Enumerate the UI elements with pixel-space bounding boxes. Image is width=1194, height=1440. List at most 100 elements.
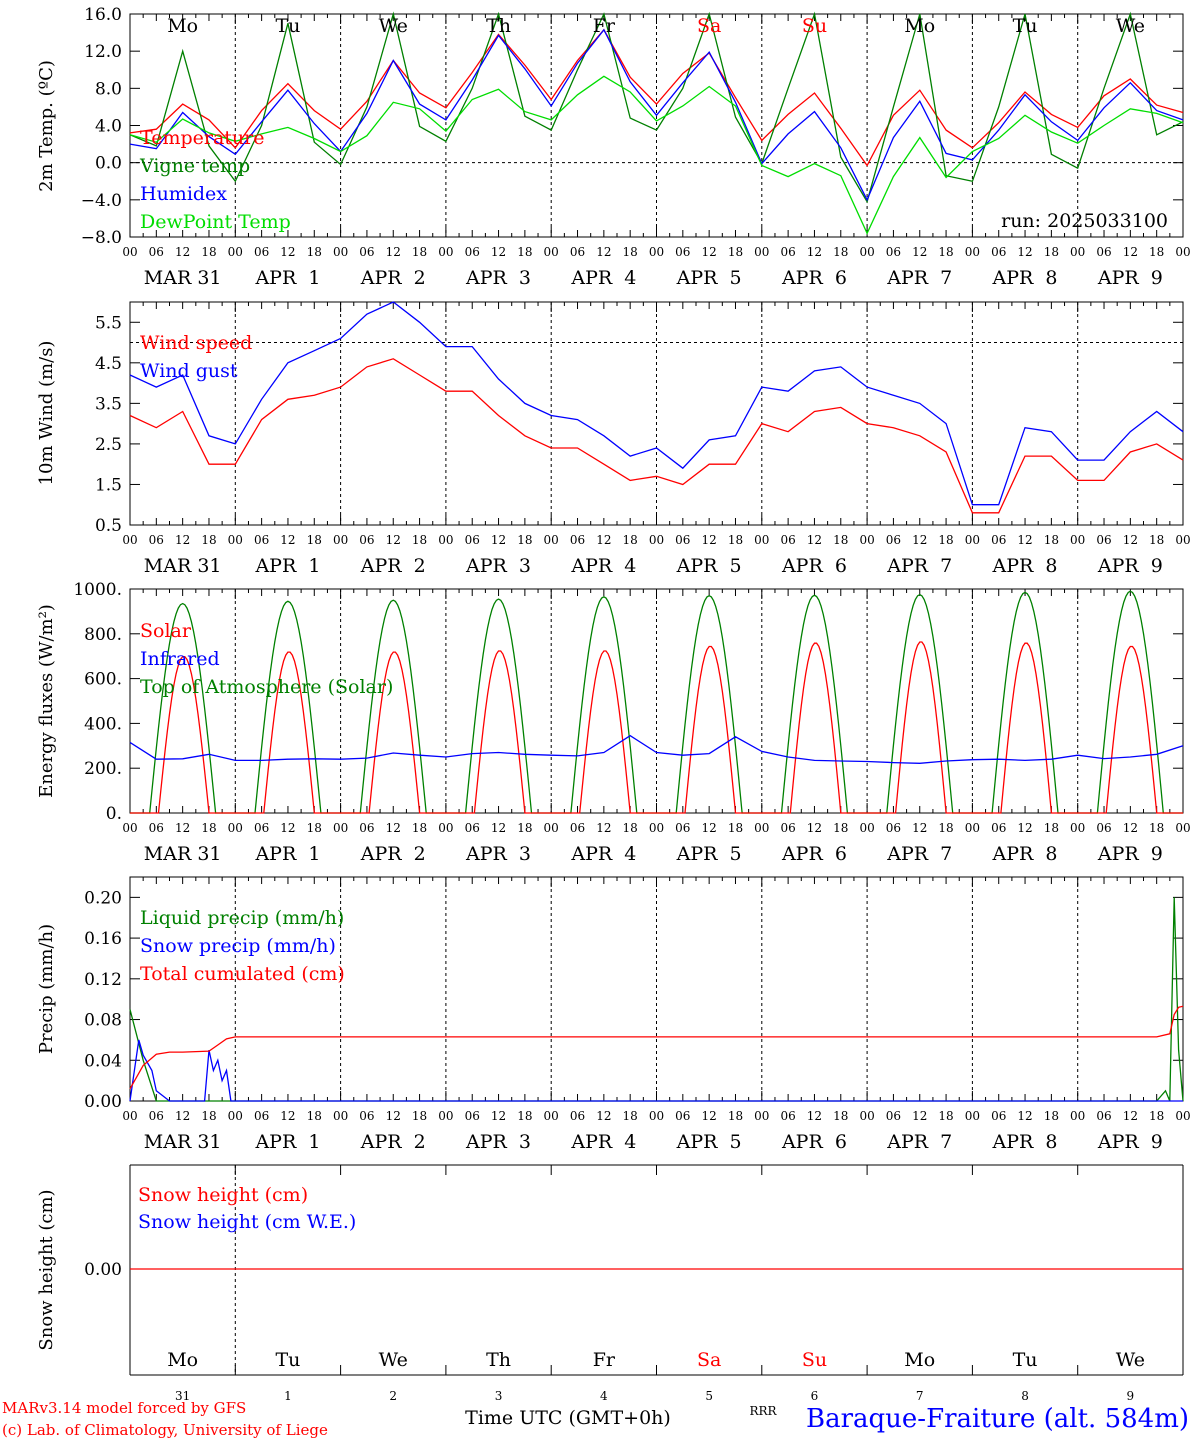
y-tick-label: 1000. <box>73 580 122 600</box>
hour-tick-label: 12 <box>912 533 927 547</box>
hour-tick-label: 12 <box>912 821 927 835</box>
y-tick-label: −8.0 <box>81 228 122 248</box>
hour-tick-label: 06 <box>149 533 164 547</box>
day-number: 9 <box>1127 1389 1135 1403</box>
hour-tick-label: 00 <box>965 533 980 547</box>
hour-tick-label: 18 <box>412 1109 427 1123</box>
hour-tick-label: 00 <box>859 245 874 259</box>
hour-tick-label: 12 <box>491 1109 506 1123</box>
date-label: APR 6 <box>781 843 847 865</box>
legend-entry: Snow height (cm) <box>138 1184 308 1206</box>
hour-tick-label: 00 <box>438 821 453 835</box>
hour-tick-label: 12 <box>175 245 190 259</box>
hour-tick-label: 00 <box>544 533 559 547</box>
hour-tick-label: 00 <box>333 1109 348 1123</box>
hour-tick-label: 18 <box>623 821 638 835</box>
date-label: APR 2 <box>360 1131 426 1153</box>
hour-tick-label: 06 <box>465 533 480 547</box>
hour-tick-label: 12 <box>386 1109 401 1123</box>
day-label: Sa <box>697 1349 721 1371</box>
day-label: Th <box>486 1349 511 1371</box>
hour-tick-label: 06 <box>465 821 480 835</box>
day-label: We <box>1116 15 1145 37</box>
day-label: Fr <box>593 1349 616 1371</box>
y-tick-label: −4.0 <box>81 191 122 211</box>
y-axis-label: 10m Wind (m/s) <box>36 341 57 486</box>
date-label: APR 7 <box>886 555 952 577</box>
y-tick-label: 0.08 <box>84 1011 122 1031</box>
date-label: APR 9 <box>1097 843 1163 865</box>
hour-tick-label: 06 <box>254 533 269 547</box>
hour-tick-label: 00 <box>965 245 980 259</box>
y-tick-label: 0.5 <box>95 516 122 536</box>
day-number: 4 <box>600 1389 608 1403</box>
hour-tick-label: 18 <box>517 1109 532 1123</box>
hour-tick-label: 00 <box>333 821 348 835</box>
hour-tick-label: 18 <box>307 245 322 259</box>
hour-tick-label: 18 <box>1044 533 1059 547</box>
hour-tick-label: 06 <box>254 1109 269 1123</box>
hour-tick-label: 12 <box>386 245 401 259</box>
hour-tick-label: 00 <box>122 821 137 835</box>
hour-tick-label: 06 <box>886 533 901 547</box>
date-label: APR 9 <box>1097 1131 1163 1153</box>
day-label: We <box>379 15 408 37</box>
hour-tick-label: 06 <box>254 821 269 835</box>
hour-tick-label: 06 <box>991 1109 1006 1123</box>
date-label: APR 5 <box>676 555 742 577</box>
legend-entry: Total cumulated (cm) <box>140 963 345 985</box>
hour-tick-label: 18 <box>1044 821 1059 835</box>
hour-tick-label: 18 <box>833 821 848 835</box>
series-line <box>129 734 1184 764</box>
date-label: APR 9 <box>1097 267 1163 289</box>
panel-5: 0.00 Snow height (cm) Snow height (cm) Snow… <box>36 1164 1184 1403</box>
date-label: APR 8 <box>992 1131 1058 1153</box>
legend-entry: Humidex <box>140 183 227 205</box>
hour-tick-label: 00 <box>1175 245 1190 259</box>
hour-tick-label: 06 <box>254 245 269 259</box>
hour-tick-label: 00 <box>122 1109 137 1123</box>
hour-tick-label: 00 <box>754 1109 769 1123</box>
hour-tick-label: 18 <box>833 533 848 547</box>
hour-tick-label: 06 <box>570 533 585 547</box>
y-tick-label: 1.5 <box>95 475 122 495</box>
day-label: Mo <box>167 15 198 37</box>
y-tick-label: 600. <box>84 670 122 690</box>
hour-tick-label: 00 <box>228 245 243 259</box>
hour-tick-label: 00 <box>228 821 243 835</box>
hour-tick-label: 18 <box>517 245 532 259</box>
hour-tick-label: 12 <box>280 245 295 259</box>
model-credit: MARv3.14 model forced by GFS <box>2 1399 246 1417</box>
hour-tick-label: 00 <box>438 533 453 547</box>
hour-tick-label: 18 <box>1149 533 1164 547</box>
day-label: Mo <box>167 1349 198 1371</box>
y-axis-label: 2m Temp. (ºC) <box>36 60 57 192</box>
date-label: MAR 31 <box>144 1131 222 1153</box>
day-number: 5 <box>705 1389 713 1403</box>
y-tick-label: 8.0 <box>95 79 122 99</box>
hour-tick-label: 06 <box>675 245 690 259</box>
panel-1: 16.0 12.0 8.0 4.0 0.0 −4.0 −8.0 2m Temp. (ºC) Mo… <box>36 5 1191 289</box>
date-label: APR 1 <box>254 1131 320 1153</box>
hour-tick-label: 00 <box>754 821 769 835</box>
hour-tick-label: 00 <box>965 1109 980 1123</box>
y-axis-label: Precip (mm/h) <box>36 924 57 1054</box>
series-line <box>130 641 1183 814</box>
hour-tick-label: 00 <box>544 245 559 259</box>
hour-tick-label: 00 <box>859 821 874 835</box>
hour-tick-label: 12 <box>1123 821 1138 835</box>
hour-tick-label: 06 <box>780 245 795 259</box>
hour-tick-label: 00 <box>649 821 664 835</box>
series-line <box>129 28 1184 202</box>
y-tick-label: 2.5 <box>95 435 122 455</box>
hour-tick-label: 12 <box>491 821 506 835</box>
date-label: APR 9 <box>1097 555 1163 577</box>
date-label: APR 6 <box>781 1131 847 1153</box>
y-tick-label: 0.12 <box>84 970 122 990</box>
hour-tick-label: 18 <box>517 533 532 547</box>
hour-tick-label: 06 <box>780 533 795 547</box>
series-line <box>130 590 1183 814</box>
hour-tick-label: 12 <box>1017 821 1032 835</box>
legend-entry: Wind speed <box>140 332 252 354</box>
hour-tick-label: 18 <box>728 1109 743 1123</box>
